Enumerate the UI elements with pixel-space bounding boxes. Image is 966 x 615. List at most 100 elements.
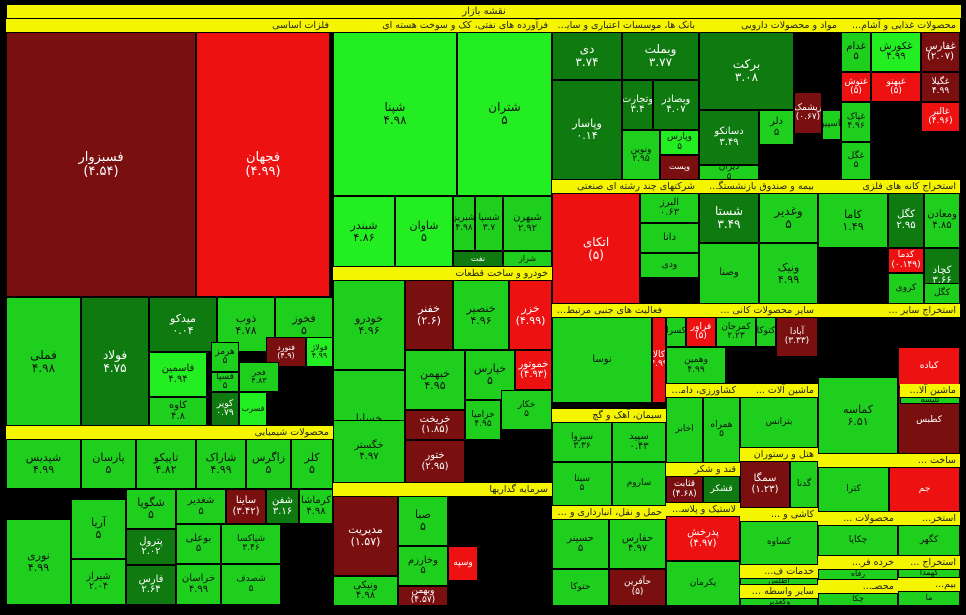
- stock-tile[interactable]: دانا: [640, 223, 699, 253]
- sector-title[interactable]: کشاورزی، دامپر...: [666, 384, 740, 397]
- stock-tile[interactable]: همراه ۵: [703, 397, 740, 463]
- stock-tile[interactable]: خکار ۵: [501, 390, 552, 430]
- sector-title[interactable]: شرکتهای چند رشته ای صنعتی: [552, 180, 699, 193]
- stock-tile[interactable]: کتوکا: [756, 317, 776, 347]
- stock-tile[interactable]: شاوان ۵: [395, 196, 453, 267]
- stock-tile[interactable]: وخارزم ۵: [398, 546, 448, 586]
- stock-tile[interactable]: شغدیر ۵: [176, 489, 226, 524]
- stock-tile[interactable]: وتجارت ۳.۴: [622, 80, 653, 130]
- stock-tile[interactable]: فجهان (۴.۹۹): [196, 32, 330, 297]
- stock-tile[interactable]: پارسان ۵: [81, 439, 136, 489]
- stock-tile[interactable]: شپدیس ۴.۹۹: [6, 439, 81, 489]
- stock-tile[interactable]: کباده: [898, 347, 960, 387]
- stock-tile[interactable]: نوسا: [552, 317, 652, 403]
- stock-tile[interactable]: خراسان ۴.۹۹: [176, 564, 221, 605]
- stock-tile[interactable]: وپاسار ۰.۱۴: [552, 80, 622, 180]
- stock-tile[interactable]: فارس ۲.۶۴: [126, 565, 176, 605]
- stock-tile[interactable]: هرمز ۵: [211, 342, 239, 372]
- stock-tile[interactable]: شیراز ۲.۰۴: [71, 559, 126, 605]
- stock-tile[interactable]: غفارس (۲.۰۷): [921, 32, 960, 72]
- sector-title[interactable]: فلزات اساسی: [6, 19, 333, 32]
- stock-tile[interactable]: شسپا ۳.۷: [475, 196, 503, 251]
- stock-tile[interactable]: دسانکو ۳.۴۹: [699, 110, 759, 165]
- stock-tile[interactable]: فولاژ ۴.۹۹: [306, 337, 333, 367]
- stock-tile[interactable]: شگویا ۵: [126, 489, 176, 529]
- sector-title[interactable]: فعالیت های جنبی مرتبط ...: [552, 304, 666, 317]
- stock-tile[interactable]: وبملت ۳.۷۷: [622, 32, 699, 80]
- sector-title[interactable]: کاشی و ...: [740, 508, 818, 521]
- stock-tile[interactable]: سیتا ۵: [552, 462, 612, 506]
- sector-title[interactable]: خرده فر...: [818, 556, 898, 569]
- stock-tile[interactable]: وبصادر ۴.۰۷: [653, 80, 699, 130]
- stock-tile[interactable]: کماسه ۶.۵۱: [818, 377, 898, 454]
- stock-tile[interactable]: ونیک ۴.۹۹: [759, 243, 818, 304]
- stock-tile[interactable]: کاما ۱.۴۹: [818, 193, 888, 248]
- stock-tile[interactable]: ومعادن ۴.۸۵: [924, 193, 960, 248]
- stock-tile[interactable]: ساینا (۳.۴۲): [226, 489, 266, 524]
- stock-tile[interactable]: بترانس: [740, 397, 818, 448]
- sector-title[interactable]: استخراج کانه های فلزی: [818, 180, 960, 193]
- stock-tile[interactable]: بوعلی ۵: [176, 524, 221, 564]
- stock-tile[interactable]: رفاه: [818, 569, 898, 580]
- stock-tile[interactable]: شپاکسا ۳.۴۶: [221, 524, 281, 564]
- stock-tile[interactable]: خفنر (۲.۶): [405, 280, 453, 350]
- stock-tile[interactable]: برکت ۳.۰۸: [699, 32, 794, 110]
- stock-tile[interactable]: وهمین ۴.۹۹: [666, 347, 726, 384]
- stock-tile[interactable]: خزر (۴.۹۹): [509, 280, 552, 350]
- stock-tile[interactable]: پدرخش (۴.۹۷): [666, 516, 740, 561]
- stock-tile[interactable]: وغدیر ۵: [759, 193, 818, 243]
- stock-tile[interactable]: پترول ۲.۰۲: [126, 529, 176, 565]
- stock-tile[interactable]: تاپیکو ۴.۸۲: [136, 439, 196, 489]
- stock-tile[interactable]: خزامیا ۴.۹۵: [465, 400, 501, 440]
- sector-title[interactable]: خدمات ف...: [740, 565, 818, 578]
- stock-tile[interactable]: شصدف ۵: [221, 564, 281, 605]
- stock-tile[interactable]: پکرمان: [666, 561, 740, 606]
- stock-tile[interactable]: حتوکا: [552, 569, 609, 606]
- stock-tile[interactable]: کدما (۰.۱۴۹): [888, 248, 924, 273]
- stock-tile[interactable]: شفن ۳.۱۶: [266, 489, 299, 524]
- sector-title[interactable]: هتل و رستوران: [740, 448, 818, 461]
- stock-tile[interactable]: شستا ۳.۴۹: [699, 193, 759, 243]
- stock-tile[interactable]: چکا: [818, 593, 898, 606]
- stock-tile[interactable]: کلر ۵: [291, 439, 333, 489]
- stock-tile[interactable]: وپست: [660, 155, 699, 180]
- stock-tile[interactable]: قثابت (۴.۶۸): [666, 476, 703, 503]
- sector-title[interactable]: قند و شکر: [666, 463, 740, 476]
- stock-tile[interactable]: دلر ۵: [759, 110, 794, 145]
- stock-tile[interactable]: مدیریت (۱.۵۷): [333, 496, 398, 576]
- stock-tile[interactable]: ساروم: [612, 462, 666, 506]
- stock-tile[interactable]: وپارس ۵: [660, 130, 699, 155]
- sector-title[interactable]: سیمان، آهک و گچ: [552, 409, 666, 422]
- stock-tile[interactable]: وصنا: [699, 243, 759, 304]
- stock-tile[interactable]: فسرب: [239, 392, 267, 426]
- sector-title[interactable]: فرآورده های نفتی، کک و سوخت هسته ای: [333, 19, 552, 32]
- stock-tile[interactable]: خموتور (۴.۹۳): [515, 350, 552, 390]
- stock-tile[interactable]: ودی: [640, 253, 699, 278]
- stock-tile[interactable]: سبزوا ۳.۳۶: [552, 422, 612, 462]
- sector-title[interactable]: حمل و نقل، انبارداری و ار...: [552, 506, 666, 519]
- stock-tile[interactable]: آریا ۵: [71, 499, 126, 559]
- sector-title[interactable]: استخر...: [898, 512, 960, 525]
- stock-tile[interactable]: غگیلا ۴.۹۹: [921, 72, 960, 102]
- sector-title[interactable]: سایر محصولات کانی ...: [666, 304, 818, 317]
- stock-tile[interactable]: خگستر ۴.۹۷: [333, 420, 405, 483]
- stock-tile[interactable]: شبهرن ۲.۹۲: [503, 196, 552, 251]
- stock-tile[interactable]: حآفرین (۵): [609, 569, 666, 606]
- stock-tile[interactable]: اخابر: [666, 397, 703, 463]
- sector-title[interactable]: خودرو و ساخت قطعات: [333, 267, 552, 280]
- stock-tile[interactable]: سپید ۰.۴۳: [612, 422, 666, 462]
- stock-tile[interactable]: زاگرس ۵: [246, 439, 291, 489]
- stock-tile[interactable]: جم: [889, 467, 960, 512]
- stock-tile[interactable]: حفارس ۴.۹۷: [609, 519, 666, 569]
- stock-tile[interactable]: فسپا ۵: [211, 372, 239, 392]
- stock-tile[interactable]: شبندر ۴.۸۶: [333, 196, 395, 267]
- stock-tile[interactable]: گدنا: [790, 461, 818, 508]
- stock-tile[interactable]: شپنا ۴.۹۸: [333, 32, 457, 196]
- stock-tile[interactable]: وکغدیر: [740, 598, 818, 606]
- sector-title[interactable]: مواد و محصولات دارویی: [699, 19, 841, 32]
- stock-tile[interactable]: کهمدا: [898, 569, 960, 578]
- stock-tile[interactable]: تلیسه: [900, 397, 960, 404]
- stock-tile[interactable]: دی ۳.۷۴: [552, 32, 622, 80]
- stock-tile[interactable]: ونوین ۲.۹۵: [622, 130, 660, 180]
- stock-tile[interactable]: فولاد ۴.۷۵: [81, 297, 149, 426]
